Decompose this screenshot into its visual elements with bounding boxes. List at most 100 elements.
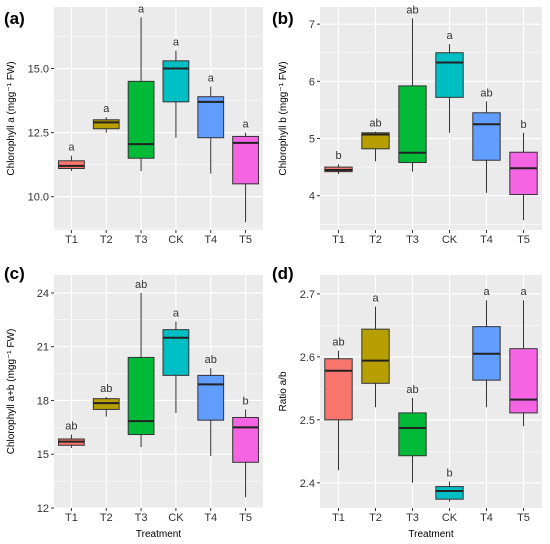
box-body	[398, 85, 427, 164]
box-body	[127, 80, 155, 159]
y-axis-title: Chlorophyll a+b (mgg⁻¹ FW)	[6, 329, 17, 455]
box-body	[398, 412, 427, 457]
significance-label: b	[335, 150, 341, 162]
box-T2: ab	[92, 383, 120, 417]
plot-background	[320, 275, 542, 508]
y-tick-label: 2.7	[300, 289, 315, 301]
significance-label: a	[520, 286, 527, 298]
y-tick-label: 2.4	[300, 478, 315, 490]
significance-label: b	[243, 395, 249, 407]
panel-c: 12 15 18 21 24 ab T1 ab T2 ab T3 a CK ab T4 b T5 (c) Chlor…	[4, 264, 263, 540]
panel-d: 2.4 2.5 2.6 2.7 ab T1 a T2 ab T3 b CK a T4 a T5 (d) Ratio…	[272, 264, 542, 540]
y-tick-label: 24	[37, 288, 49, 300]
x-tick-label: T3	[406, 512, 419, 524]
significance-label: ab	[369, 118, 381, 130]
x-tick-label: T4	[480, 234, 493, 246]
y-tick-label: 21	[37, 342, 49, 354]
x-tick-label: CK	[168, 234, 184, 246]
x-tick-label: T1	[65, 512, 78, 524]
x-tick-label: CK	[442, 512, 458, 524]
x-tick-label: T5	[517, 234, 530, 246]
panel-b: 4 5 6 7 b T1 ab T2 ab T3 a CK ab T4 b T5 (b) Chlorophyll …	[272, 4, 542, 246]
y-axis-title: Ratio a/b	[278, 371, 289, 411]
x-tick-label: T4	[480, 512, 493, 524]
significance-label: a	[208, 72, 215, 84]
box-T3: ab	[398, 384, 427, 483]
plot-background	[54, 275, 263, 508]
y-tick-label: 12	[37, 503, 49, 515]
y-axis-title: Chlorophyll a (mgg⁻¹ FW)	[6, 61, 17, 175]
box-T5: b	[232, 395, 259, 498]
box-T2: a	[92, 103, 120, 133]
box-T3: a	[127, 3, 155, 172]
x-axis-title: Treatment	[136, 529, 181, 540]
box-T4: a	[472, 286, 501, 408]
significance-label: a	[103, 103, 110, 115]
box-T2: a	[361, 292, 390, 408]
x-tick-label: T5	[517, 512, 530, 524]
box-body	[92, 119, 120, 130]
box-CK: b	[435, 468, 464, 502]
x-tick-label: T1	[65, 234, 78, 246]
box-CK: a	[435, 30, 464, 133]
significance-label: a	[68, 142, 75, 154]
plot-background	[54, 7, 263, 230]
box-body	[162, 60, 190, 103]
box-body	[232, 416, 259, 463]
x-tick-label: T2	[100, 234, 113, 246]
significance-label: a	[138, 3, 145, 15]
box-body	[197, 374, 225, 421]
box-T3: ab	[127, 279, 155, 448]
x-tick-label: T3	[135, 512, 148, 524]
significance-label: a	[243, 119, 250, 131]
box-body	[324, 358, 353, 421]
y-tick-label: 5	[309, 134, 315, 146]
box-body	[58, 160, 85, 169]
x-axis-title: Treatment	[408, 529, 453, 540]
x-tick-label: CK	[168, 512, 184, 524]
panel-label: (a)	[4, 9, 25, 28]
box-body	[232, 135, 259, 185]
significance-label: ab	[65, 421, 77, 433]
x-tick-label: T5	[239, 234, 252, 246]
panel-label: (d)	[272, 264, 294, 283]
significance-label: b	[446, 468, 452, 480]
box-T4: ab	[197, 354, 225, 457]
box-T4: a	[197, 72, 225, 174]
significance-label: ab	[406, 384, 418, 396]
box-T1: b	[324, 150, 353, 174]
x-tick-label: T1	[332, 512, 345, 524]
x-tick-label: T4	[204, 234, 217, 246]
y-axis-title: Chlorophyll b (mgg⁻¹ FW)	[278, 61, 289, 175]
box-body	[162, 329, 190, 376]
x-tick-label: T4	[204, 512, 217, 524]
y-tick-label: 10.0	[28, 192, 49, 204]
x-tick-label: T5	[239, 512, 252, 524]
box-T1: a	[58, 142, 85, 172]
box-body	[361, 328, 390, 384]
x-tick-label: T2	[369, 512, 382, 524]
box-T5: b	[509, 119, 538, 221]
box-T1: ab	[324, 337, 353, 471]
x-tick-label: T3	[135, 234, 148, 246]
y-tick-label: 6	[309, 76, 315, 88]
y-tick-label: 7	[309, 19, 315, 31]
significance-label: ab	[332, 337, 344, 349]
box-CK: a	[162, 308, 190, 414]
box-body	[509, 348, 538, 414]
box-CK: a	[162, 37, 190, 138]
x-tick-label: T2	[369, 234, 382, 246]
plot-background	[320, 7, 542, 230]
x-tick-label: T1	[332, 234, 345, 246]
y-tick-label: 15.0	[28, 64, 49, 76]
y-tick-label: 4	[309, 191, 315, 203]
significance-label: ab	[480, 87, 492, 99]
x-tick-label: T3	[406, 234, 419, 246]
box-T4: ab	[472, 87, 501, 193]
significance-label: ab	[135, 279, 147, 291]
significance-label: b	[520, 119, 526, 131]
box-T5: a	[232, 119, 259, 223]
significance-label: a	[372, 292, 379, 304]
significance-label: a	[173, 308, 180, 320]
